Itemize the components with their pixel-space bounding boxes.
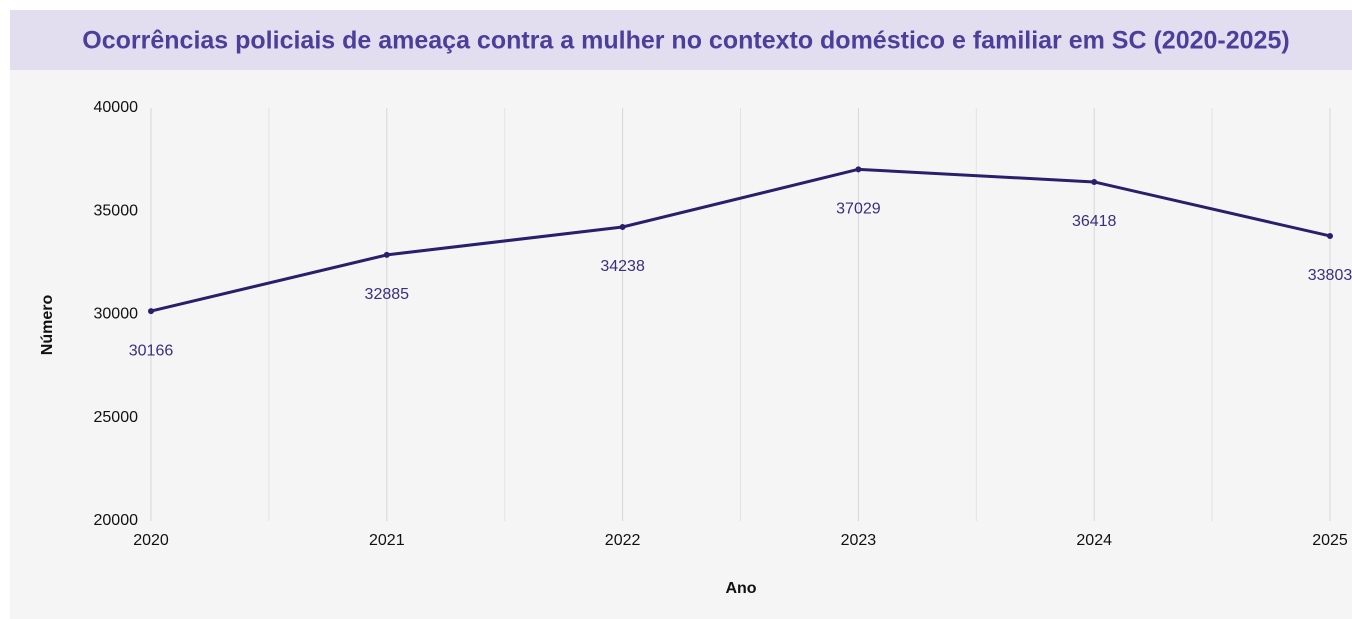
x-tick-label: 2022 — [605, 532, 641, 549]
data-label: 36418 — [1072, 213, 1117, 230]
data-point — [383, 251, 390, 258]
data-label: 33803 — [1308, 267, 1352, 284]
title-band — [10, 10, 1352, 70]
data-label: 32885 — [365, 286, 410, 303]
x-tick-label: 2025 — [1312, 532, 1348, 549]
y-tick-label: 20000 — [94, 512, 139, 529]
data-point — [1327, 232, 1333, 239]
y-tick-label: 35000 — [94, 202, 139, 219]
y-axis-title: Número — [39, 295, 56, 356]
y-tick-label: 30000 — [94, 306, 139, 323]
data-point — [855, 166, 862, 173]
chart-title: Ocorrências policiais de ameaça contra a… — [82, 27, 1289, 55]
x-tick-label: 2024 — [1076, 532, 1112, 549]
data-label: 34238 — [600, 258, 645, 275]
x-tick-label: 2021 — [369, 532, 405, 549]
plot-background — [10, 70, 1352, 619]
x-tick-label: 2023 — [841, 532, 877, 549]
data-point — [148, 308, 154, 315]
x-axis-title: Ano — [725, 580, 756, 597]
data-label: 37029 — [836, 201, 881, 218]
y-tick-label: 25000 — [94, 409, 139, 426]
y-tick-label: 40000 — [94, 99, 139, 116]
x-tick-label: 2020 — [133, 532, 169, 549]
data-point — [619, 223, 626, 230]
data-point — [1091, 178, 1098, 185]
data-label: 30166 — [129, 342, 174, 359]
series-line — [150, 167, 1331, 313]
